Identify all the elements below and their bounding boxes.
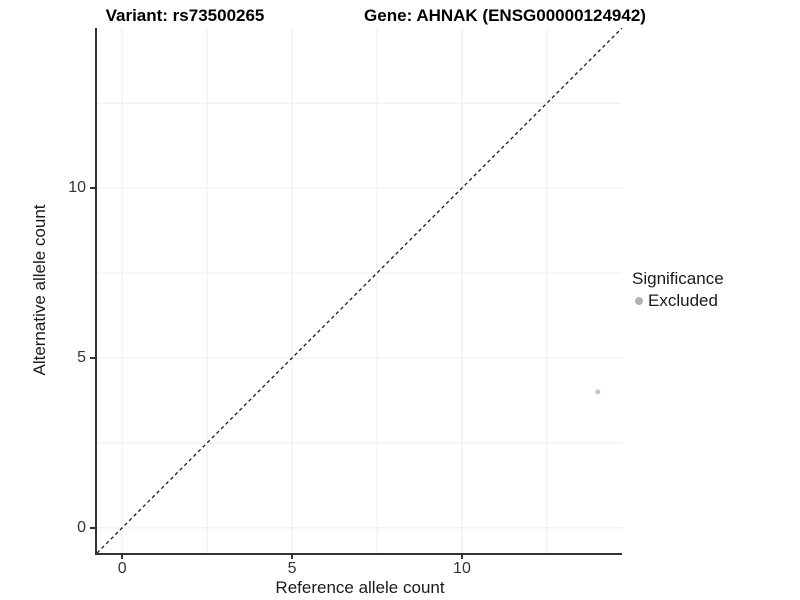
legend-entry-label: Excluded xyxy=(648,291,718,310)
identity-dashed-line xyxy=(97,28,622,553)
y-tick-mark xyxy=(90,187,95,189)
legend-title: Significance xyxy=(632,269,724,288)
data-point xyxy=(595,389,601,395)
x-tick-mark xyxy=(291,555,293,559)
y-tick-label: 5 xyxy=(77,348,86,366)
y-tick-mark xyxy=(90,357,95,359)
y-tick-label: 0 xyxy=(77,518,86,536)
excluded-point-icon xyxy=(635,297,643,305)
x-tick-mark xyxy=(461,555,463,559)
plot-title-variant: Variant: rs73500265 xyxy=(105,6,265,25)
x-tick-label: 5 xyxy=(287,560,297,577)
x-tick-label: 10 xyxy=(453,560,471,577)
plot-panel xyxy=(95,28,622,555)
plot-area xyxy=(97,28,622,553)
x-tick-mark xyxy=(121,555,123,559)
y-axis-title: Alternative allele count xyxy=(30,204,49,376)
y-tick-mark xyxy=(90,527,95,529)
legend: Significance Excluded xyxy=(632,268,724,311)
x-axis-title: Reference allele count xyxy=(275,578,445,597)
plot-title-gene: Gene: AHNAK (ENSG00000124942) xyxy=(364,6,646,25)
y-tick-label: 10 xyxy=(68,179,86,197)
x-tick-label: 0 xyxy=(117,560,127,577)
legend-entry-excluded: Excluded xyxy=(632,291,724,311)
